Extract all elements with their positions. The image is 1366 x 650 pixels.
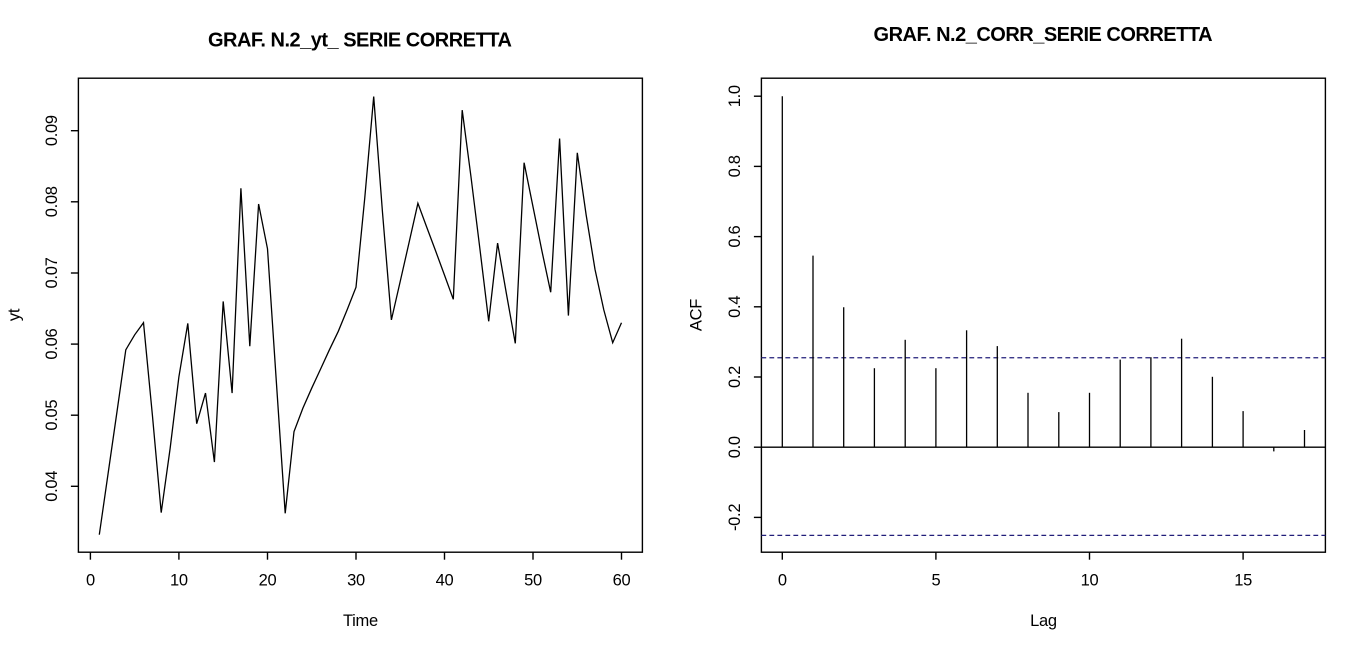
svg-text:10: 10	[170, 572, 188, 590]
svg-text:Time: Time	[343, 612, 378, 630]
svg-text:ACF: ACF	[688, 299, 706, 331]
svg-text:15: 15	[1234, 572, 1252, 590]
svg-text:GRAF. N.2_yt_ SERIE CORRETTA: GRAF. N.2_yt_ SERIE CORRETTA	[208, 30, 512, 52]
svg-text:0.05: 0.05	[43, 400, 61, 431]
svg-text:30: 30	[347, 572, 365, 590]
svg-text:0.04: 0.04	[43, 471, 61, 502]
svg-text:0.8: 0.8	[726, 155, 744, 177]
svg-text:0.07: 0.07	[43, 257, 61, 288]
svg-text:60: 60	[613, 572, 631, 590]
svg-text:5: 5	[931, 572, 940, 590]
svg-text:GRAF. N.2_CORR_SERIE CORRETTA: GRAF. N.2_CORR_SERIE CORRETTA	[874, 24, 1213, 46]
svg-text:yt: yt	[6, 308, 24, 321]
svg-text:0.08: 0.08	[43, 186, 61, 217]
svg-text:0: 0	[86, 572, 95, 590]
svg-text:40: 40	[436, 572, 454, 590]
svg-text:0: 0	[778, 572, 787, 590]
svg-text:0.06: 0.06	[43, 329, 61, 360]
svg-text:Lag: Lag	[1030, 612, 1057, 630]
svg-text:1.0: 1.0	[726, 85, 744, 107]
svg-text:0.09: 0.09	[43, 115, 61, 146]
svg-text:0.0: 0.0	[726, 436, 744, 458]
svg-text:50: 50	[524, 572, 542, 590]
svg-text:20: 20	[259, 572, 277, 590]
svg-text:0.4: 0.4	[726, 296, 744, 318]
svg-text:-0.2: -0.2	[726, 504, 744, 531]
svg-text:0.6: 0.6	[726, 225, 744, 247]
svg-text:0.2: 0.2	[726, 366, 744, 388]
svg-text:10: 10	[1081, 572, 1099, 590]
